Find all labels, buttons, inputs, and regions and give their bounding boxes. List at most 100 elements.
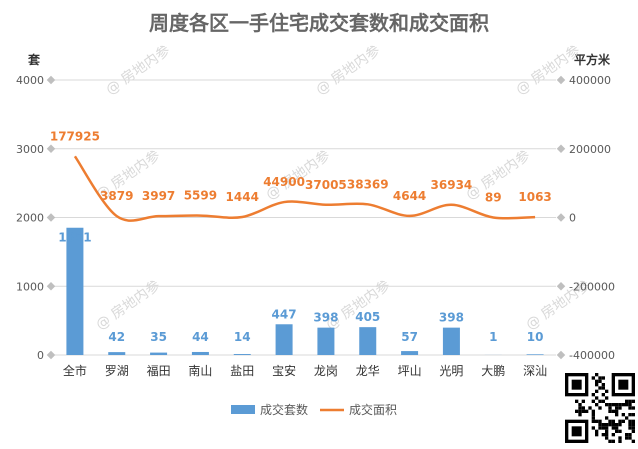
- line-series-path: [73, 155, 536, 222]
- qr-module: [621, 403, 625, 407]
- left-tick-label: 4000: [16, 74, 44, 87]
- qr-module: [601, 376, 605, 380]
- qr-module: [575, 399, 579, 403]
- qr-module: [598, 399, 602, 403]
- qr-module: [618, 439, 622, 443]
- qr-module: [598, 376, 602, 380]
- qr-module: [625, 433, 629, 437]
- left-tick-marker: [46, 75, 56, 85]
- qr-module: [598, 419, 602, 423]
- right-tick-label: -200000: [569, 280, 615, 293]
- qr-module: [578, 409, 582, 413]
- qr-module: [618, 423, 622, 427]
- line-data-label: 89: [485, 190, 502, 204]
- qr-module: [601, 426, 605, 430]
- bar-龙岗: [317, 327, 335, 355]
- qr-module: [575, 409, 579, 413]
- qr-module: [601, 383, 605, 387]
- qr-module: [605, 436, 609, 440]
- qr-module: [608, 423, 612, 427]
- axis-ticks: 0 1000 2000 3000 4000 -400000 -200000 0 200000 40…: [16, 74, 615, 362]
- qr-module: [591, 413, 595, 417]
- bar-坪山: [401, 351, 419, 355]
- qr-module: [615, 406, 619, 410]
- line-data-label: 4644: [393, 189, 426, 203]
- qr-module: [598, 426, 602, 430]
- qr-module: [628, 433, 632, 437]
- qr-module: [605, 433, 609, 437]
- qr-module: [628, 413, 632, 417]
- bar-data-label: 398: [439, 311, 464, 325]
- left-tick-marker: [46, 144, 56, 153]
- qr-module: [595, 419, 599, 423]
- line-data-label: 3997: [142, 189, 175, 203]
- bar-龙华: [359, 327, 377, 355]
- qr-module: [631, 413, 635, 417]
- right-tick-label: 0: [569, 212, 576, 225]
- qr-module: [625, 436, 629, 440]
- qr-module: [605, 426, 609, 430]
- qr-module: [581, 406, 585, 410]
- left-tick-label: 1000: [16, 280, 44, 293]
- category-axis: 全市 罗湖 福田 南山 盐田 宝安 龙岗 龙华 坪山 光明 大鹏 深汕: [63, 363, 547, 378]
- qr-module: [628, 436, 632, 440]
- line-data-label: 38369: [347, 177, 389, 191]
- qr-module: [611, 433, 615, 437]
- qr-module: [615, 423, 619, 427]
- right-tick-marker: [556, 350, 566, 360]
- qr-module: [591, 399, 595, 403]
- qr-module: [605, 429, 609, 433]
- qr-module: [581, 399, 585, 403]
- qr-module: [621, 419, 625, 423]
- bar-data-label: 57: [401, 330, 418, 344]
- qr-module: [598, 406, 602, 410]
- qr-module: [618, 436, 622, 440]
- qr-module: [608, 403, 612, 407]
- qr-module: [595, 379, 599, 383]
- qr-module: [598, 423, 602, 427]
- left-tick-marker: [46, 213, 56, 222]
- qr-module: [611, 439, 615, 443]
- qr-module: [608, 409, 612, 413]
- qr-module: [598, 379, 602, 383]
- left-tick-marker: [46, 282, 56, 291]
- qr-module: [631, 399, 635, 403]
- watermark-text: @ 房地内参: [93, 277, 164, 334]
- watermark-text: @ 房地内参: [313, 42, 384, 99]
- qr-module: [585, 409, 589, 413]
- legend-swatch-bar: [231, 405, 255, 414]
- qr-module: [631, 406, 635, 410]
- qr-module: [618, 406, 622, 410]
- bar-data-label: 35: [150, 330, 167, 344]
- category-label: 坪山: [398, 364, 422, 378]
- line-data-label: 44900: [263, 175, 305, 189]
- category-label: 南山: [188, 363, 212, 378]
- qr-module: [605, 403, 609, 407]
- qr-module: [605, 396, 609, 400]
- qr-module: [628, 423, 632, 427]
- qr-module: [618, 429, 622, 433]
- category-label: 福田: [147, 363, 171, 378]
- qr-module: [601, 386, 605, 390]
- qr-module: [595, 433, 599, 437]
- line-data-label: 1063: [518, 190, 551, 204]
- line-data-label: 177925: [50, 129, 100, 143]
- qr-module: [595, 429, 599, 433]
- category-label: 龙岗: [314, 364, 338, 378]
- bar-全市: [66, 227, 84, 355]
- qr-module: [601, 399, 605, 403]
- qr-module: [615, 409, 619, 413]
- qr-module: [608, 406, 612, 410]
- qr-module: [608, 439, 612, 443]
- bar-盐田: [233, 354, 251, 355]
- bar-data-label: 44: [192, 330, 209, 344]
- bar-data-label: 10: [527, 330, 544, 344]
- qr-module: [631, 423, 635, 427]
- qr-module: [578, 403, 582, 407]
- left-tick-marker: [46, 350, 56, 360]
- qr-module: [578, 406, 582, 410]
- qr-module: [581, 409, 585, 413]
- right-tick-marker: [556, 282, 566, 291]
- qr-module: [595, 383, 599, 387]
